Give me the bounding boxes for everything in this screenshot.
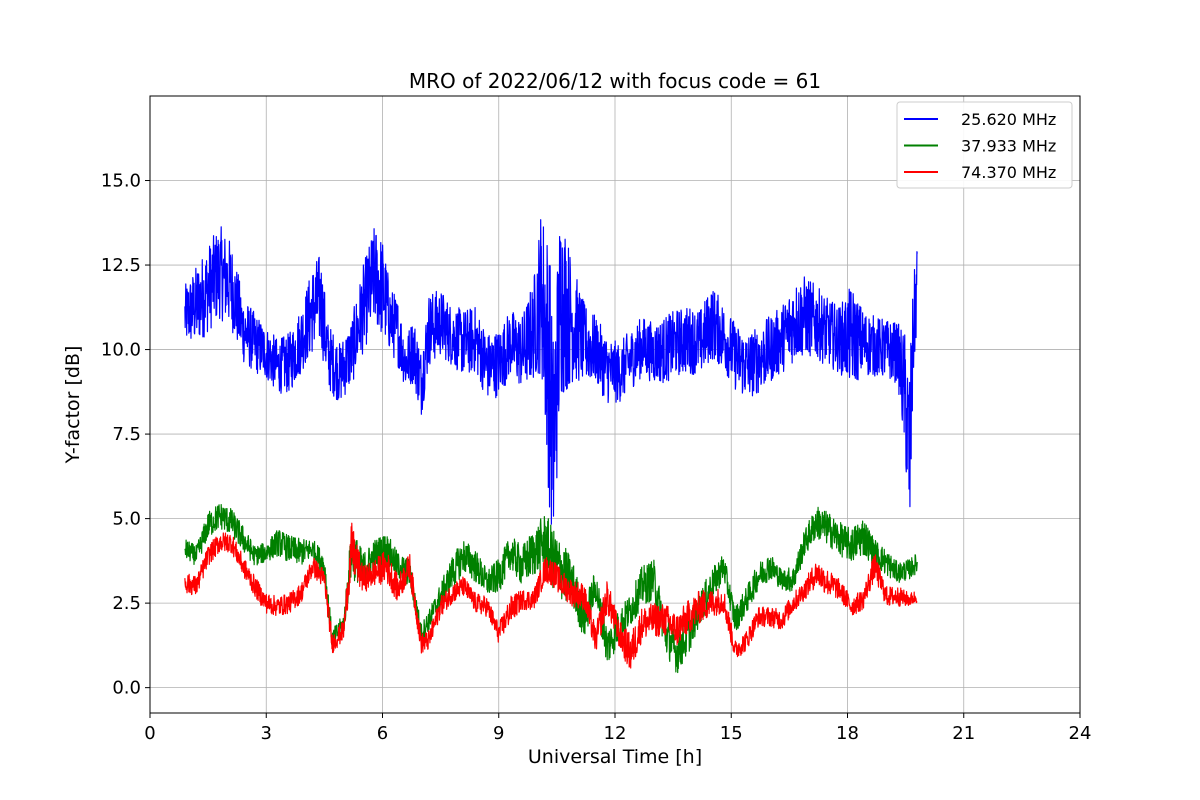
y-tick-label: 0.0 [112, 678, 141, 699]
x-tick-label: 24 [1069, 723, 1092, 744]
legend-label: 25.620 MHz [961, 110, 1056, 129]
series-line [184, 219, 918, 525]
y-tick-label: 15.0 [101, 171, 141, 192]
legend-label: 74.370 MHz [961, 163, 1056, 182]
series-line [184, 503, 918, 674]
series-layer [184, 219, 918, 674]
x-tick-label: 21 [952, 723, 975, 744]
x-tick-label: 3 [261, 723, 272, 744]
y-tick-label: 5.0 [112, 509, 141, 530]
chart-title: MRO of 2022/06/12 with focus code = 61 [409, 69, 821, 93]
legend-box [896, 101, 1073, 189]
legend: 25.620 MHz 37.933 MHz 74.370 MHz [896, 101, 1073, 189]
legend-label: 37.933 MHz [961, 137, 1056, 156]
tick-layer: 0 3 6 9 12 15 18 21 24 0.0 2.5 5.0 7.5 10.0 12.5 15.0 [101, 171, 1092, 744]
y-tick-label: 10.0 [101, 340, 141, 361]
y-tick-label: 12.5 [101, 255, 141, 276]
y-axis-label: Y-factor [dB] [62, 346, 84, 465]
y-tick-label: 2.5 [112, 593, 141, 614]
x-tick-label: 18 [836, 723, 859, 744]
x-tick-label: 6 [377, 723, 388, 744]
x-tick-label: 0 [144, 723, 155, 744]
x-tick-label: 9 [493, 723, 504, 744]
series-line [184, 522, 918, 669]
x-tick-label: 15 [720, 723, 743, 744]
x-axis-label: Universal Time [h] [528, 746, 702, 768]
x-tick-label: 12 [604, 723, 627, 744]
y-tick-label: 7.5 [112, 424, 141, 445]
